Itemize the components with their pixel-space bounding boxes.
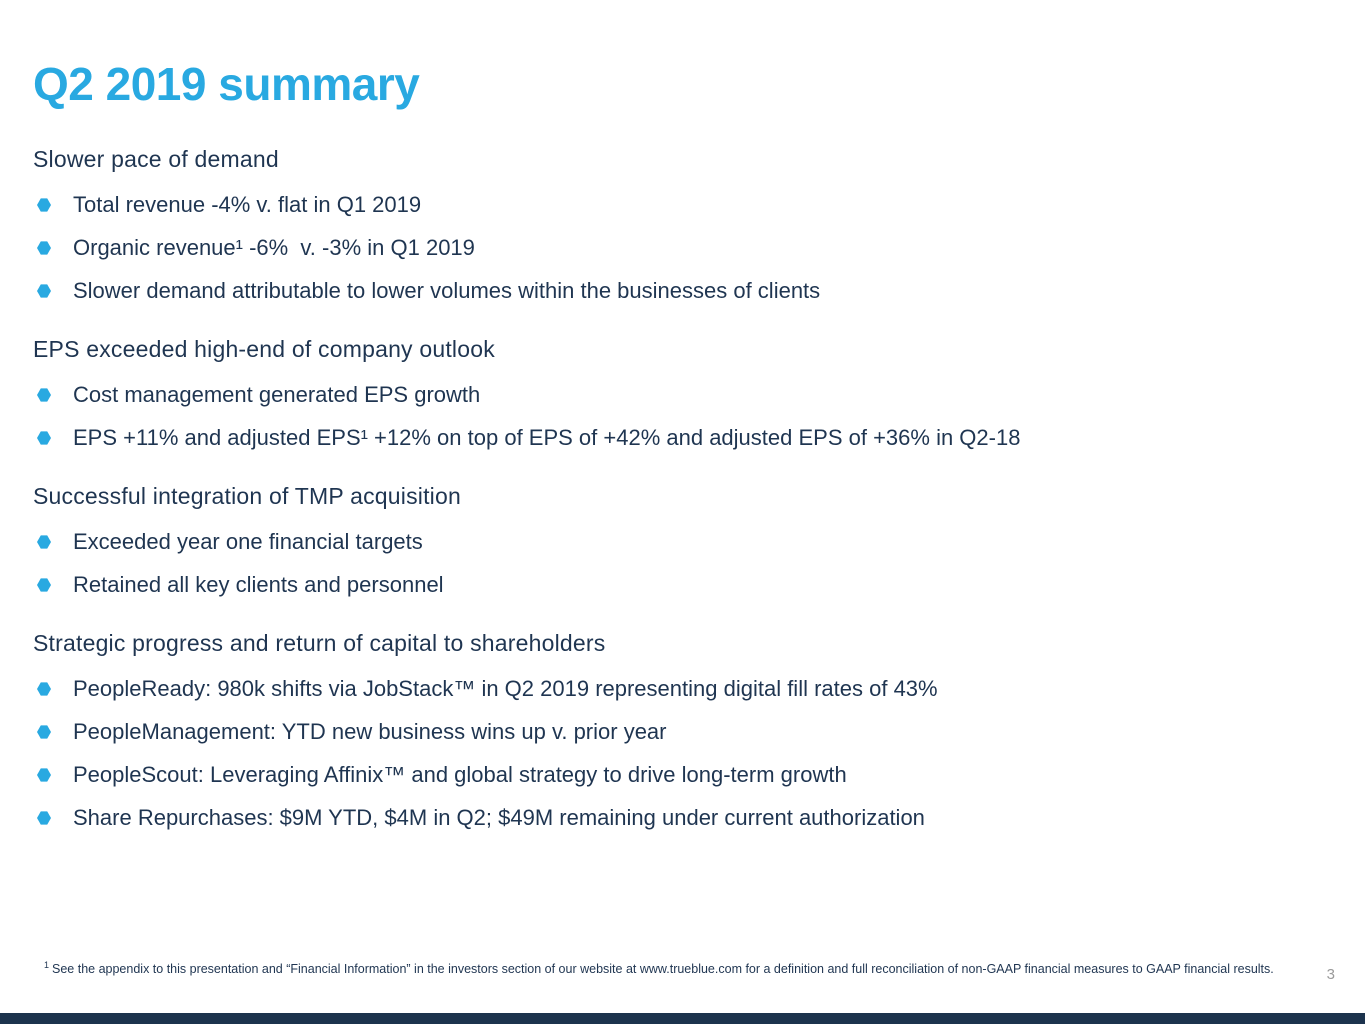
list-item: Total revenue -4% v. flat in Q1 2019	[33, 192, 1325, 218]
list-item: Share Repurchases: $9M YTD, $4M in Q2; $…	[33, 805, 1325, 831]
slide-content: Q2 2019 summary Slower pace of demand To…	[33, 58, 1325, 861]
bullet-text: Organic revenue¹ -6% v. -3% in Q1 2019	[73, 235, 475, 260]
list-item: PeopleReady: 980k shifts via JobStack™ i…	[33, 676, 1325, 702]
footnote-text: See the appendix to this presentation an…	[52, 962, 1274, 977]
bullet-list: Cost management generated EPS growth EPS…	[33, 382, 1325, 451]
bullet-list: Exceeded year one financial targets Reta…	[33, 529, 1325, 598]
list-item: Retained all key clients and personnel	[33, 572, 1325, 598]
bullet-text: Slower demand attributable to lower volu…	[73, 278, 821, 303]
bullet-text: PeopleReady: 980k shifts via JobStack™ i…	[73, 676, 938, 701]
section-header: EPS exceeded high-end of company outlook	[33, 336, 495, 362]
footnote: 1 See the appendix to this presentation a…	[44, 957, 1295, 977]
section-strategic-progress: Strategic progress and return of capital…	[33, 628, 1325, 831]
section-tmp-integration: Successful integration of TMP acquisitio…	[33, 481, 1325, 598]
bullet-text: Share Repurchases: $9M YTD, $4M in Q2; $…	[73, 805, 925, 830]
bullet-text: EPS +11% and adjusted EPS¹ +12% on top o…	[73, 425, 1021, 450]
list-item: PeopleManagement: YTD new business wins …	[33, 719, 1325, 745]
hexagon-bullet-icon	[37, 284, 51, 298]
hexagon-bullet-icon	[37, 768, 51, 782]
hexagon-bullet-icon	[37, 431, 51, 445]
list-item: Slower demand attributable to lower volu…	[33, 278, 1325, 304]
hexagon-bullet-icon	[37, 535, 51, 549]
hexagon-bullet-icon	[37, 811, 51, 825]
list-item: PeopleScout: Leveraging Affinix™ and glo…	[33, 762, 1325, 788]
page-title: Q2 2019 summary	[33, 58, 420, 110]
list-item: Cost management generated EPS growth	[33, 382, 1325, 408]
hexagon-bullet-icon	[37, 241, 51, 255]
bullet-text: PeopleScout: Leveraging Affinix™ and glo…	[73, 762, 847, 787]
section-header: Slower pace of demand	[33, 146, 279, 172]
bullet-text: PeopleManagement: YTD new business wins …	[73, 719, 667, 744]
section-header: Successful integration of TMP acquisitio…	[33, 483, 461, 509]
list-item: Exceeded year one financial targets	[33, 529, 1325, 555]
hexagon-bullet-icon	[37, 388, 51, 402]
hexagon-bullet-icon	[37, 725, 51, 739]
footnote-marker: 1	[44, 960, 50, 970]
footer-bar	[0, 1013, 1365, 1024]
hexagon-bullet-icon	[37, 578, 51, 592]
bullet-list: Total revenue -4% v. flat in Q1 2019 Org…	[33, 192, 1325, 304]
bullet-text: Exceeded year one financial targets	[73, 529, 423, 554]
bullet-text: Retained all key clients and personnel	[73, 572, 444, 597]
section-eps-outlook: EPS exceeded high-end of company outlook…	[33, 334, 1325, 451]
hexagon-bullet-icon	[37, 682, 51, 696]
list-item: Organic revenue¹ -6% v. -3% in Q1 2019	[33, 235, 1325, 261]
hexagon-bullet-icon	[37, 198, 51, 212]
section-header: Strategic progress and return of capital…	[33, 630, 606, 656]
list-item: EPS +11% and adjusted EPS¹ +12% on top o…	[33, 425, 1325, 451]
section-slower-pace-of-demand: Slower pace of demand Total revenue -4% …	[33, 144, 1325, 304]
bullet-text: Cost management generated EPS growth	[73, 382, 481, 407]
bullet-text: Total revenue -4% v. flat in Q1 2019	[73, 192, 422, 217]
bullet-list: PeopleReady: 980k shifts via JobStack™ i…	[33, 676, 1325, 831]
page-number: 3	[1326, 966, 1335, 983]
